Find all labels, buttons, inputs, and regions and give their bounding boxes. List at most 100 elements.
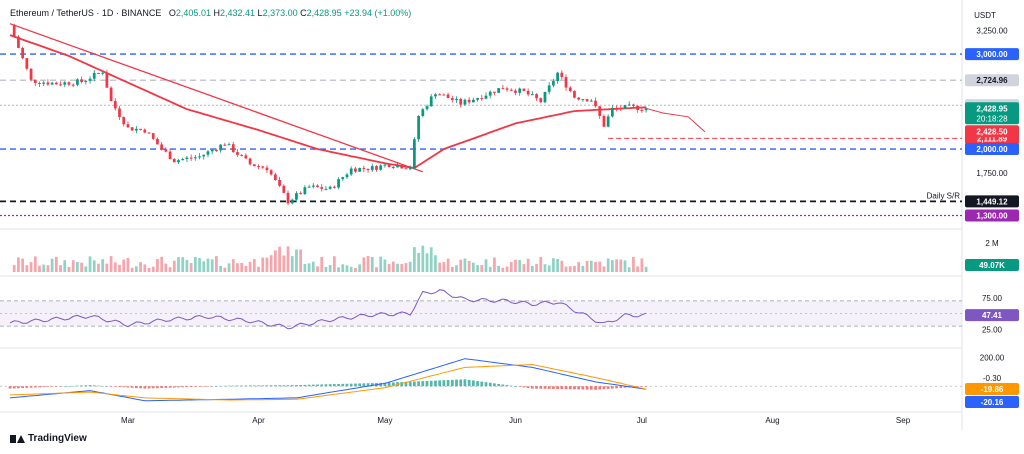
- volume-bar: [522, 264, 526, 272]
- candle: [640, 110, 644, 112]
- volume-bar: [467, 260, 471, 272]
- macd-histogram-bar: [530, 386, 534, 389]
- volume-bar: [383, 259, 387, 272]
- volume-bar: [644, 266, 648, 272]
- candle: [577, 97, 581, 100]
- volume-bar: [332, 256, 336, 272]
- macd-histogram-bar: [316, 384, 319, 387]
- candle: [130, 127, 134, 131]
- volume-bar: [429, 247, 433, 272]
- volume-bar: [509, 262, 513, 272]
- volume-bar: [122, 259, 126, 272]
- candle: [282, 185, 286, 193]
- volume-bar: [434, 255, 437, 272]
- macd-line-label: -20.16: [981, 398, 1004, 407]
- candle: [354, 168, 357, 172]
- candle: [227, 144, 231, 146]
- time-tick-label-sep: Sep: [896, 416, 911, 425]
- volume-bar: [396, 263, 399, 272]
- candle: [396, 165, 399, 168]
- volume-bar: [543, 264, 547, 272]
- candle: [611, 107, 614, 117]
- macd-histogram-group: [8, 379, 648, 390]
- volume-bar: [33, 256, 37, 272]
- symbol-title[interactable]: Ethereum / TetherUS · 1D · BINANCE: [10, 8, 162, 18]
- price-tick-label-0: 3,250.00: [976, 26, 1008, 35]
- volume-bar: [471, 262, 475, 272]
- volume-bar: [202, 261, 206, 272]
- macd-histogram-bar: [38, 386, 41, 388]
- candle: [46, 82, 50, 85]
- volume-bar: [547, 265, 551, 272]
- macd-histogram-bar: [623, 386, 627, 388]
- macd-histogram-bar: [101, 385, 105, 387]
- candle: [219, 144, 222, 151]
- macd-histogram-bar: [147, 386, 151, 389]
- macd-histogram-bar: [370, 383, 374, 387]
- macd-tick-label: 200.00: [980, 353, 1005, 362]
- macd-histogram-bar: [514, 386, 517, 387]
- macd-histogram-bar: [25, 386, 29, 388]
- candle: [539, 98, 543, 103]
- macd-histogram-bar: [248, 385, 252, 387]
- volume-tick-label: 2 M: [985, 239, 999, 248]
- candle: [88, 78, 92, 81]
- candle: [509, 89, 513, 91]
- tradingview-logo-icon: [10, 434, 25, 443]
- candle: [198, 156, 201, 158]
- candle: [63, 82, 67, 85]
- volume-bar: [147, 267, 151, 272]
- tradingview-logo[interactable]: TradingView: [10, 433, 87, 444]
- level-tag-0: [965, 48, 1019, 61]
- volume-bar: [54, 256, 58, 272]
- volume-bar: [324, 266, 328, 272]
- macd-histogram-bar: [556, 386, 559, 390]
- macd-histogram-bar: [366, 383, 370, 387]
- volume-bar: [248, 261, 252, 272]
- volume-bar: [193, 257, 197, 272]
- macd-histogram-bar: [568, 386, 572, 390]
- candle: [358, 167, 361, 172]
- candle: [101, 72, 105, 74]
- macd-histogram-bar: [573, 386, 576, 390]
- candle: [164, 149, 168, 152]
- candle: [501, 88, 505, 90]
- candle: [442, 94, 446, 96]
- level-tag-label-1: 2,724.96: [976, 76, 1008, 85]
- macd-histogram-bar: [67, 386, 71, 387]
- volume-bar: [611, 260, 614, 272]
- macd-histogram-bar: [71, 385, 75, 387]
- macd-histogram-bar: [290, 385, 294, 387]
- candle: [349, 168, 353, 175]
- candle: [345, 174, 349, 178]
- volume-bar: [526, 258, 530, 272]
- candle: [332, 186, 336, 188]
- candle: [463, 99, 467, 105]
- candle: [476, 98, 479, 100]
- macd-histogram-bar: [80, 385, 83, 387]
- volume-bar: [480, 265, 484, 272]
- volume-bar: [497, 265, 501, 272]
- macd-histogram-bar: [611, 386, 614, 389]
- level-tag-label-6: 1,300.00: [976, 212, 1008, 221]
- macd-histogram-bar: [295, 385, 298, 387]
- volume-bar: [450, 266, 454, 272]
- candle: [210, 149, 214, 152]
- candle: [76, 79, 79, 85]
- volume-bar: [413, 247, 416, 272]
- volume-bar: [530, 265, 534, 272]
- candle: [438, 94, 442, 96]
- volume-bar: [135, 266, 138, 272]
- volume-bar: [581, 265, 585, 272]
- macd-histogram-bar: [181, 386, 185, 388]
- macd-histogram-bar: [429, 380, 433, 387]
- volume-bar: [130, 267, 134, 272]
- volume-bar: [594, 261, 597, 272]
- macd-histogram-bar: [303, 384, 307, 387]
- macd-histogram-bar: [223, 385, 227, 387]
- macd-histogram-bar: [471, 380, 475, 387]
- macd-histogram-bar: [619, 386, 623, 389]
- volume-bar: [345, 265, 349, 272]
- rsi-last-tag: [965, 309, 1019, 322]
